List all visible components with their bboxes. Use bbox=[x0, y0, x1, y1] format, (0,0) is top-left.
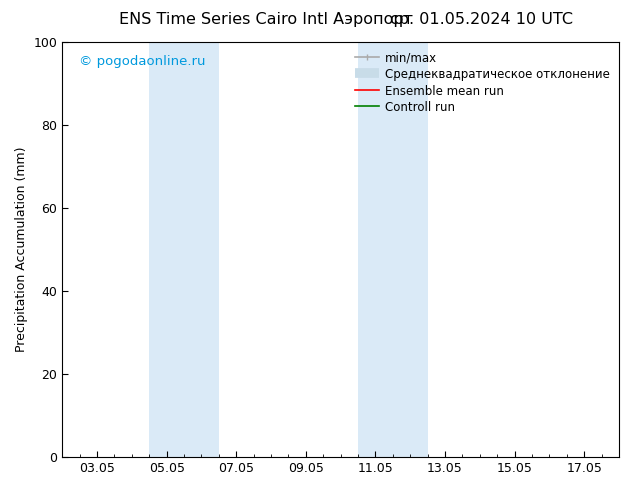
Text: © pogodaonline.ru: © pogodaonline.ru bbox=[79, 54, 205, 68]
Y-axis label: Precipitation Accumulation (mm): Precipitation Accumulation (mm) bbox=[15, 147, 28, 352]
Bar bbox=[149, 42, 219, 457]
Bar bbox=[358, 42, 427, 457]
Text: ENS Time Series Cairo Intl Аэропорт: ENS Time Series Cairo Intl Аэропорт bbox=[119, 12, 413, 27]
Legend: min/max, Среднеквадратическое отклонение, Ensemble mean run, Controll run: min/max, Среднеквадратическое отклонение… bbox=[352, 48, 613, 118]
Text: ср. 01.05.2024 10 UTC: ср. 01.05.2024 10 UTC bbox=[391, 12, 573, 27]
